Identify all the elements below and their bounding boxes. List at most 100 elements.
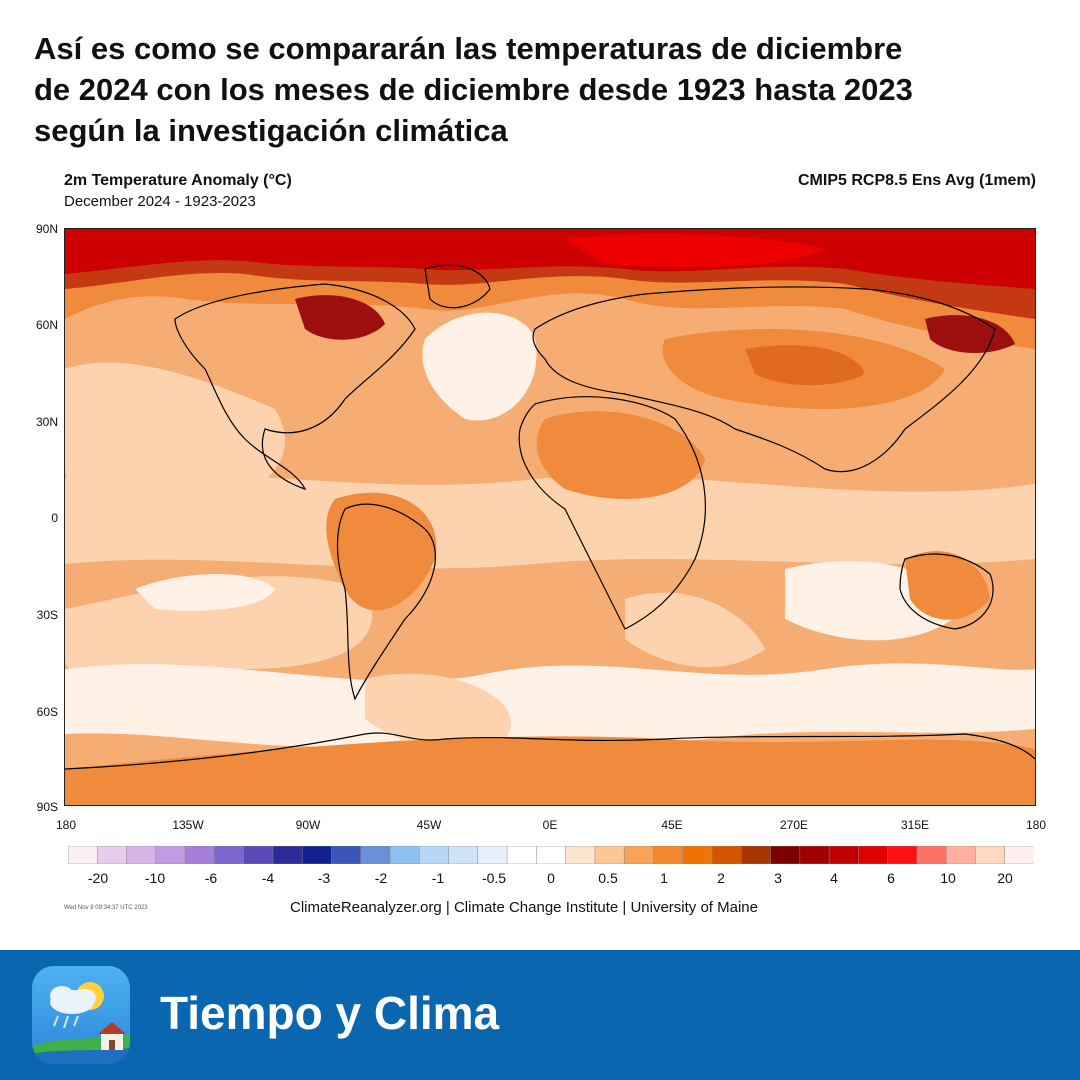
colorbar-swatch: [360, 846, 391, 864]
colorbar-swatch: [331, 846, 362, 864]
lon-label-135w: 135W: [172, 818, 204, 832]
colorbar-swatch: [653, 846, 684, 864]
colorbar-label: -20: [87, 870, 109, 886]
colorbar-swatch: [389, 846, 420, 864]
north-pacific-light-patch: [65, 362, 285, 512]
southern-ocean-light-patch: [365, 673, 511, 750]
map-subtitle: December 2024 - 1923-2023: [64, 193, 256, 210]
colorbar-swatch: [623, 846, 654, 864]
australia-warm-patch: [905, 551, 990, 620]
lon-label-45w: 45W: [416, 818, 442, 832]
coastlines: [65, 264, 1035, 770]
colorbar-swatch: [448, 846, 479, 864]
south-pacific-pale-patch: [135, 574, 275, 611]
colorbar-label: -6: [204, 870, 218, 886]
headline-line-1: Así es como se compararán las temperatur…: [34, 31, 903, 66]
house-icon: [98, 1022, 126, 1050]
east-siberia-dark-patch: [925, 315, 1015, 354]
colorbar-label: -10: [144, 870, 166, 886]
colorbar-label: 0.5: [598, 870, 618, 886]
south-america-warm-patch: [326, 492, 437, 611]
render-timestamp: Wed Nov 8 09:34:37 UTC 2023: [64, 905, 148, 911]
colorbar-label: 10: [940, 870, 956, 886]
colorbar-swatch: [741, 846, 772, 864]
africa-outline: [518, 396, 706, 630]
barents-sea-bright-patch: [565, 233, 825, 267]
lat-label-60s: 60S: [36, 705, 58, 719]
tropical-light-band: [65, 473, 1035, 569]
colorbar-label: -4: [261, 870, 275, 886]
model-label: CMIP5 RCP8.5 Ens Avg (1mem): [798, 172, 1036, 189]
south-atlantic-light-patch: [625, 592, 765, 668]
lon-label-180w: 180: [55, 818, 77, 832]
colorbar-swatch: [594, 846, 625, 864]
lon-label-0e: 0E: [542, 818, 558, 832]
colorbar-swatch: [770, 846, 801, 864]
colorbar-label: -2: [374, 870, 388, 886]
colorbar-swatch: [272, 846, 303, 864]
lat-label-60n: 60N: [35, 318, 58, 332]
north-atlantic-pale-patch: [422, 312, 537, 421]
colorbar-swatch: [97, 846, 128, 864]
map-title: 2m Temperature Anomaly (°C): [64, 172, 292, 189]
antarctica-outline: [65, 732, 1035, 770]
colorbar: [68, 846, 1034, 864]
brand-banner: [0, 950, 1080, 1080]
colorbar-swatch: [916, 846, 947, 864]
colorbar-swatch: [1004, 846, 1034, 864]
antarctic-warm-band: [65, 736, 1035, 805]
australia-outline: [899, 553, 994, 630]
lon-label-90w: 90W: [295, 818, 321, 832]
anomaly-map: [64, 228, 1036, 806]
headline-line-3: según la investigación climática: [34, 113, 508, 148]
colorbar-label: 0: [547, 870, 555, 886]
anomaly-map-canvas: [65, 229, 1035, 805]
brand-name: Tiempo y Clima: [160, 987, 500, 1039]
colorbar-swatch: [126, 846, 157, 864]
colorbar-swatch: [858, 846, 889, 864]
north-america-outline: [174, 283, 416, 491]
lat-label-30s: 30S: [36, 608, 58, 622]
colorbar-label: 20: [997, 870, 1013, 886]
colorbar-label: 6: [887, 870, 895, 886]
colorbar-swatch: [243, 846, 274, 864]
lat-label-90n: 90N: [35, 222, 58, 236]
colorbar-swatch: [301, 846, 332, 864]
colorbar-label: 2: [717, 870, 725, 886]
colorbar-swatch: [214, 846, 245, 864]
colorbar-swatch: [477, 846, 508, 864]
colorbar-label: -0.5: [481, 870, 507, 886]
colorbar-swatch: [945, 846, 976, 864]
lon-label-315e: 315E: [900, 818, 930, 832]
south-pacific-light-patch: [65, 576, 373, 679]
colorbar-swatch: [565, 846, 596, 864]
lat-label-90s: 90S: [36, 800, 58, 814]
weather-app-icon-graphic: [32, 966, 130, 1064]
greenland-outline: [424, 264, 491, 309]
lat-label-30n: 30N: [35, 415, 58, 429]
southern-ocean-pale-band: [65, 663, 1035, 747]
south-america-outline: [336, 503, 436, 701]
colorbar-swatch: [975, 846, 1006, 864]
colorbar-swatch: [155, 846, 186, 864]
colorbar-swatch: [506, 846, 537, 864]
colorbar-swatch: [682, 846, 713, 864]
headline: Así es como se compararán las temperatur…: [34, 28, 1054, 151]
rain-icon: [53, 1015, 79, 1029]
colorbar-swatch: [799, 846, 830, 864]
headline-line-2: de 2024 con los meses de diciembre desde…: [34, 72, 913, 107]
lon-label-270e: 270E: [779, 818, 809, 832]
north-africa-warm-patch: [536, 411, 705, 499]
colorbar-swatch: [184, 846, 215, 864]
lon-label-45e: 45E: [661, 818, 683, 832]
hudson-bay-dark-patch: [295, 295, 385, 340]
central-asia-strong-patch: [745, 345, 865, 386]
eurasia-outline: [532, 286, 996, 473]
colorbar-label: 3: [774, 870, 782, 886]
colorbar-swatch: [68, 846, 98, 864]
lat-label-equator: 0: [51, 511, 58, 525]
colorbar-swatch: [711, 846, 742, 864]
colorbar-label: 4: [830, 870, 838, 886]
colorbar-label: -3: [317, 870, 331, 886]
colorbar-label: 1: [660, 870, 668, 886]
